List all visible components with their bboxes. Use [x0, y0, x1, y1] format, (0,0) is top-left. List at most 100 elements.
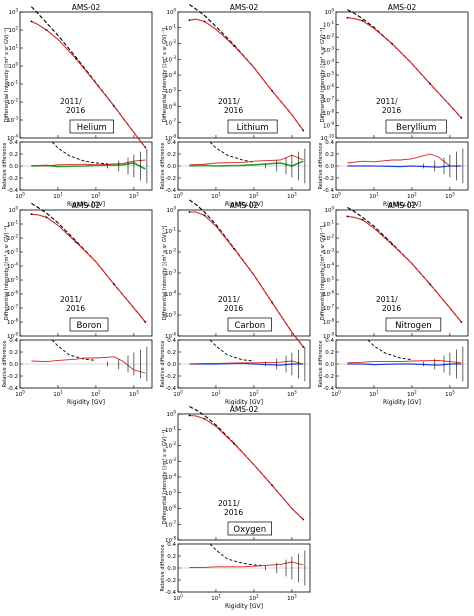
y-tick-label: 0.0	[9, 362, 18, 368]
y-tick-label: -0.4	[7, 386, 18, 392]
x-tick-label: 101	[211, 390, 221, 399]
y-tick-label: 10-6	[7, 290, 18, 299]
y-tick-label: 100	[166, 410, 176, 419]
y-tick-label: 10-4	[165, 473, 176, 482]
era-label: 2011/	[218, 499, 240, 508]
y-tick-label: 0.4	[167, 140, 176, 146]
y-tick-label: 0.2	[167, 152, 176, 158]
y-tick-label: 10-7	[7, 304, 18, 313]
data-point	[346, 16, 349, 19]
y-tick-label: 0.4	[325, 338, 334, 344]
x-tick-label: 103	[287, 192, 297, 201]
y-tick-label: 10-7	[323, 96, 334, 105]
top-axes-frame	[335, 209, 469, 337]
y-tick-label: 10-3	[165, 269, 176, 278]
y-tick-label: 100	[8, 206, 18, 215]
y-tick-label: 10-6	[165, 102, 176, 111]
top-axes-frame	[335, 11, 469, 139]
y-tick-label: 0.0	[9, 164, 18, 170]
x-tick-label: 100	[173, 192, 183, 201]
element-label: Carbon	[234, 321, 265, 331]
diff-series-lis_diff	[51, 339, 96, 361]
y-axis-label-top: Differential Intensity [(m² s sr GV)⁻¹]	[162, 28, 168, 123]
element-box	[69, 119, 114, 134]
data-point	[361, 218, 364, 221]
x-tick-label: 101	[211, 192, 221, 201]
y-tick-label: 10-1	[165, 23, 176, 32]
y-tick-label: 100	[166, 8, 176, 17]
series-lis	[31, 202, 146, 323]
element-box	[385, 119, 447, 134]
y-tick-label: 10-7	[165, 520, 176, 529]
era-label: 2016	[224, 106, 243, 115]
y-tick-label: 100	[8, 62, 18, 71]
top-axes-frame	[177, 413, 311, 541]
y-tick-label: -0.2	[165, 374, 176, 380]
panel-title: AMS-02	[388, 3, 417, 12]
y-tick-label: 10-3	[323, 248, 334, 257]
data-point	[75, 241, 77, 244]
y-tick-label: 10-1	[165, 227, 176, 236]
data-point	[429, 82, 431, 85]
y-tick-label: 10-7	[165, 118, 176, 127]
x-tick-label: 101	[369, 390, 379, 399]
x-axis-label: Rigidity [GV]	[67, 399, 105, 406]
y-tick-label: 10-6	[323, 290, 334, 299]
era-label: 2011/	[376, 295, 398, 304]
x-tick-label: 102	[249, 192, 259, 201]
y-tick-label: 10-5	[323, 276, 334, 285]
x-axis-label: Rigidity [GV]	[225, 399, 263, 406]
y-tick-label: 10-5	[165, 86, 176, 95]
x-tick-label: 101	[53, 390, 63, 399]
diff-series-lis_diff	[51, 141, 108, 165]
y-tick-label: 10-2	[7, 98, 18, 107]
panel-lithium: AMS-02 10-8 10-7 10-6 10-5 10-4 10-3 10-2 10-1 10…	[160, 3, 311, 208]
y-tick-label: 10-1	[7, 220, 18, 229]
y-tick-label: 10-5	[165, 311, 176, 320]
era-label: 2016	[382, 106, 401, 115]
y-tick-label: 10-8	[7, 318, 18, 327]
y-tick-label: 10-4	[165, 290, 176, 299]
y-tick-label: -0.2	[165, 176, 176, 182]
y-tick-label: 10-9	[323, 121, 334, 129]
data-point	[233, 45, 235, 47]
panel-title: AMS-02	[72, 201, 101, 210]
y-tick-label: 0.0	[167, 566, 176, 572]
x-tick-label: 103	[287, 594, 297, 603]
era-label: 2016	[382, 304, 401, 313]
y-tick-label: 10-2	[165, 441, 176, 450]
y-axis-label-bottom: Relative difference	[318, 341, 324, 388]
panel-beryllium: AMS-02 10-10 10-9 10-8 10-7 10-6 10-5 10-4 10-3 1…	[318, 3, 469, 208]
data-point	[188, 19, 191, 22]
era-label: 2011/	[218, 295, 240, 304]
y-tick-label: 10-8	[165, 536, 176, 545]
x-tick-label: 101	[211, 594, 221, 603]
x-axis-label: Rigidity [GV]	[225, 603, 263, 610]
panel-title: AMS-02	[388, 201, 417, 210]
element-label: Beryllium	[396, 123, 436, 133]
y-tick-label: 10-9	[323, 332, 334, 341]
element-label: Helium	[77, 123, 107, 133]
y-tick-label: 10-2	[323, 234, 334, 243]
diff-series-model_diff	[31, 159, 146, 167]
element-box	[385, 317, 442, 332]
y-axis-label-bottom: Relative difference	[160, 143, 166, 190]
y-axis-label-top: Differential Intensity [(m² s sr GV)⁻¹]	[4, 226, 10, 321]
y-tick-label: 10-3	[323, 45, 334, 54]
era-label: 2011/	[218, 97, 240, 106]
data-point	[361, 19, 364, 22]
y-tick-label: -0.4	[323, 188, 334, 194]
y-tick-label: 10-5	[165, 488, 176, 497]
y-tick-label: 10-4	[7, 262, 18, 271]
y-axis-label-bottom: Relative difference	[160, 545, 166, 592]
y-tick-label: 10-4	[165, 71, 176, 80]
data-point	[271, 89, 273, 92]
panel-nitrogen: AMS-02 10-9 10-8 10-7 10-6 10-5 10-4 10-3 10-2 10…	[318, 201, 469, 406]
era-label: 2011/	[60, 97, 82, 106]
x-tick-label: 100	[173, 390, 183, 399]
data-point	[30, 213, 33, 216]
y-tick-label: 10-3	[165, 457, 176, 466]
y-tick-label: 100	[324, 8, 334, 17]
era-label: 2016	[66, 106, 85, 115]
